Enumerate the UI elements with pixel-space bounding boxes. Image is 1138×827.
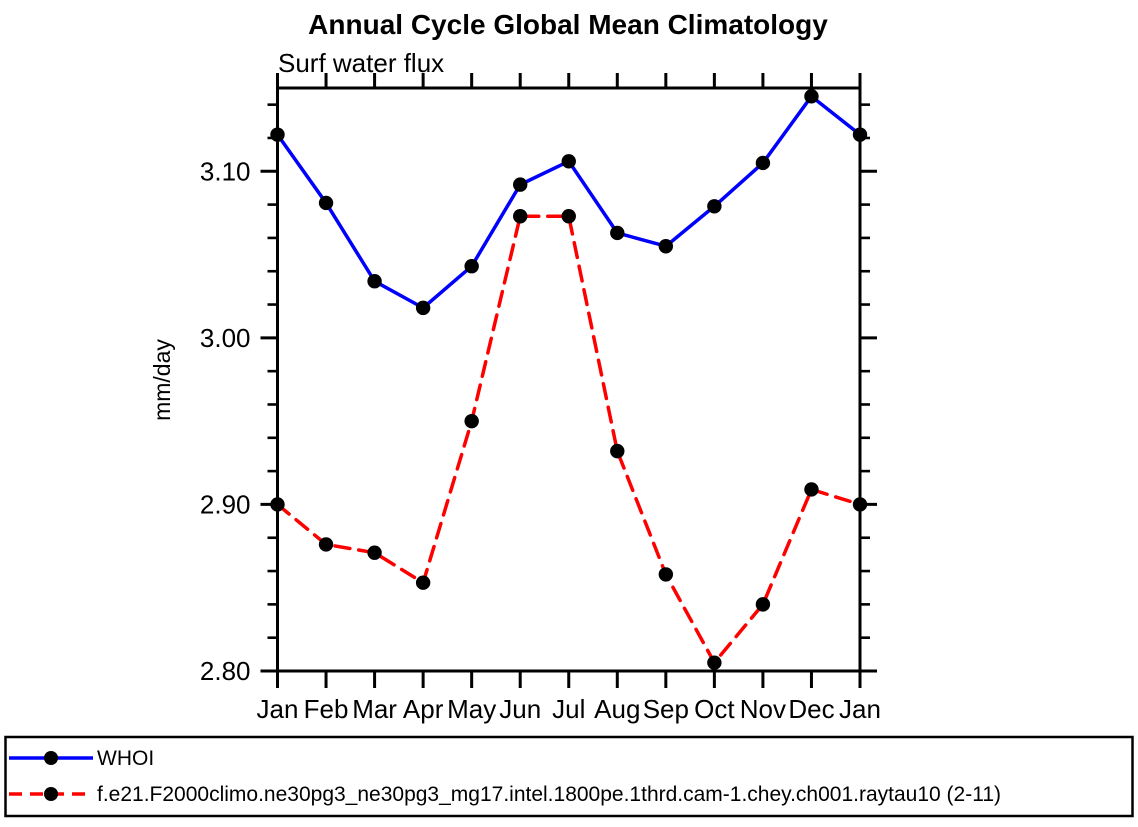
data-point-marker: [415, 575, 431, 590]
data-point-marker: [610, 443, 625, 459]
x-tick-label: Apr: [403, 694, 444, 724]
data-point-marker: [270, 497, 285, 512]
data-point-marker: [415, 300, 431, 316]
data-point-marker: [464, 259, 479, 274]
data-point-marker: [367, 545, 382, 560]
data-point-marker: [852, 127, 868, 142]
legend-box: [4, 735, 1134, 818]
y-tick-label: 2.90: [200, 489, 251, 519]
x-tick-label: Jan: [839, 694, 881, 724]
data-point-marker: [658, 239, 674, 254]
data-point-marker: [610, 225, 625, 241]
y-tick-label: 3.00: [200, 323, 251, 353]
y-tick-label: 3.10: [200, 156, 251, 186]
data-point-marker: [852, 497, 868, 512]
data-point-marker: [367, 274, 382, 289]
data-point-marker: [561, 209, 576, 224]
x-tick-label: May: [447, 694, 496, 724]
plot-frame: [276, 86, 862, 673]
data-point-marker: [513, 209, 528, 224]
x-tick-label: Oct: [694, 694, 735, 724]
x-tick-label: Dec: [788, 694, 834, 724]
data-point-marker: [318, 195, 334, 211]
data-point-marker: [513, 177, 528, 192]
data-point-marker: [755, 597, 771, 612]
x-tick-label: Jul: [552, 694, 585, 724]
legend-marker-dot: [44, 787, 58, 801]
x-tick-label: Feb: [304, 694, 349, 724]
legend-label-model-run: f.e21.F2000climo.ne30pg3_ne30pg3_mg17.in…: [97, 783, 1001, 806]
data-point-marker: [318, 537, 334, 552]
legend: WHOI f.e21.F2000climo.ne30pg3_ne30pg3_mg…: [4, 735, 1134, 818]
data-point-marker: [804, 89, 819, 104]
chart-subtitle: Surf water flux: [278, 48, 444, 78]
data-point-marker: [658, 567, 674, 582]
series-line-0: [275, 94, 862, 310]
x-tick-label: Nov: [740, 694, 786, 724]
data-point-marker: [707, 655, 722, 670]
data-point-marker: [270, 127, 285, 142]
legend-entry-whoi: WHOI: [9, 747, 154, 770]
x-tick-label: Aug: [594, 694, 640, 724]
data-point-marker: [707, 199, 722, 214]
legend-label-whoi: WHOI: [97, 747, 154, 770]
x-tick-label: Sep: [643, 694, 689, 724]
data-point-marker: [804, 482, 819, 497]
y-axis-label: mm/day: [149, 339, 175, 421]
legend-marker-dot: [44, 751, 58, 765]
data-point-marker: [464, 413, 479, 429]
data-point-marker: [755, 155, 771, 171]
chart-title: Annual Cycle Global Mean Climatology: [308, 9, 828, 40]
x-tick-label: Jan: [257, 694, 299, 724]
x-tick-label: Mar: [352, 694, 397, 724]
series-line-1: [275, 214, 862, 665]
legend-entry-model-run: f.e21.F2000climo.ne30pg3_ne30pg3_mg17.in…: [9, 783, 1001, 806]
y-tick-label: 2.80: [200, 656, 251, 686]
data-point-marker: [561, 154, 576, 169]
x-tick-label: Jun: [499, 694, 541, 724]
